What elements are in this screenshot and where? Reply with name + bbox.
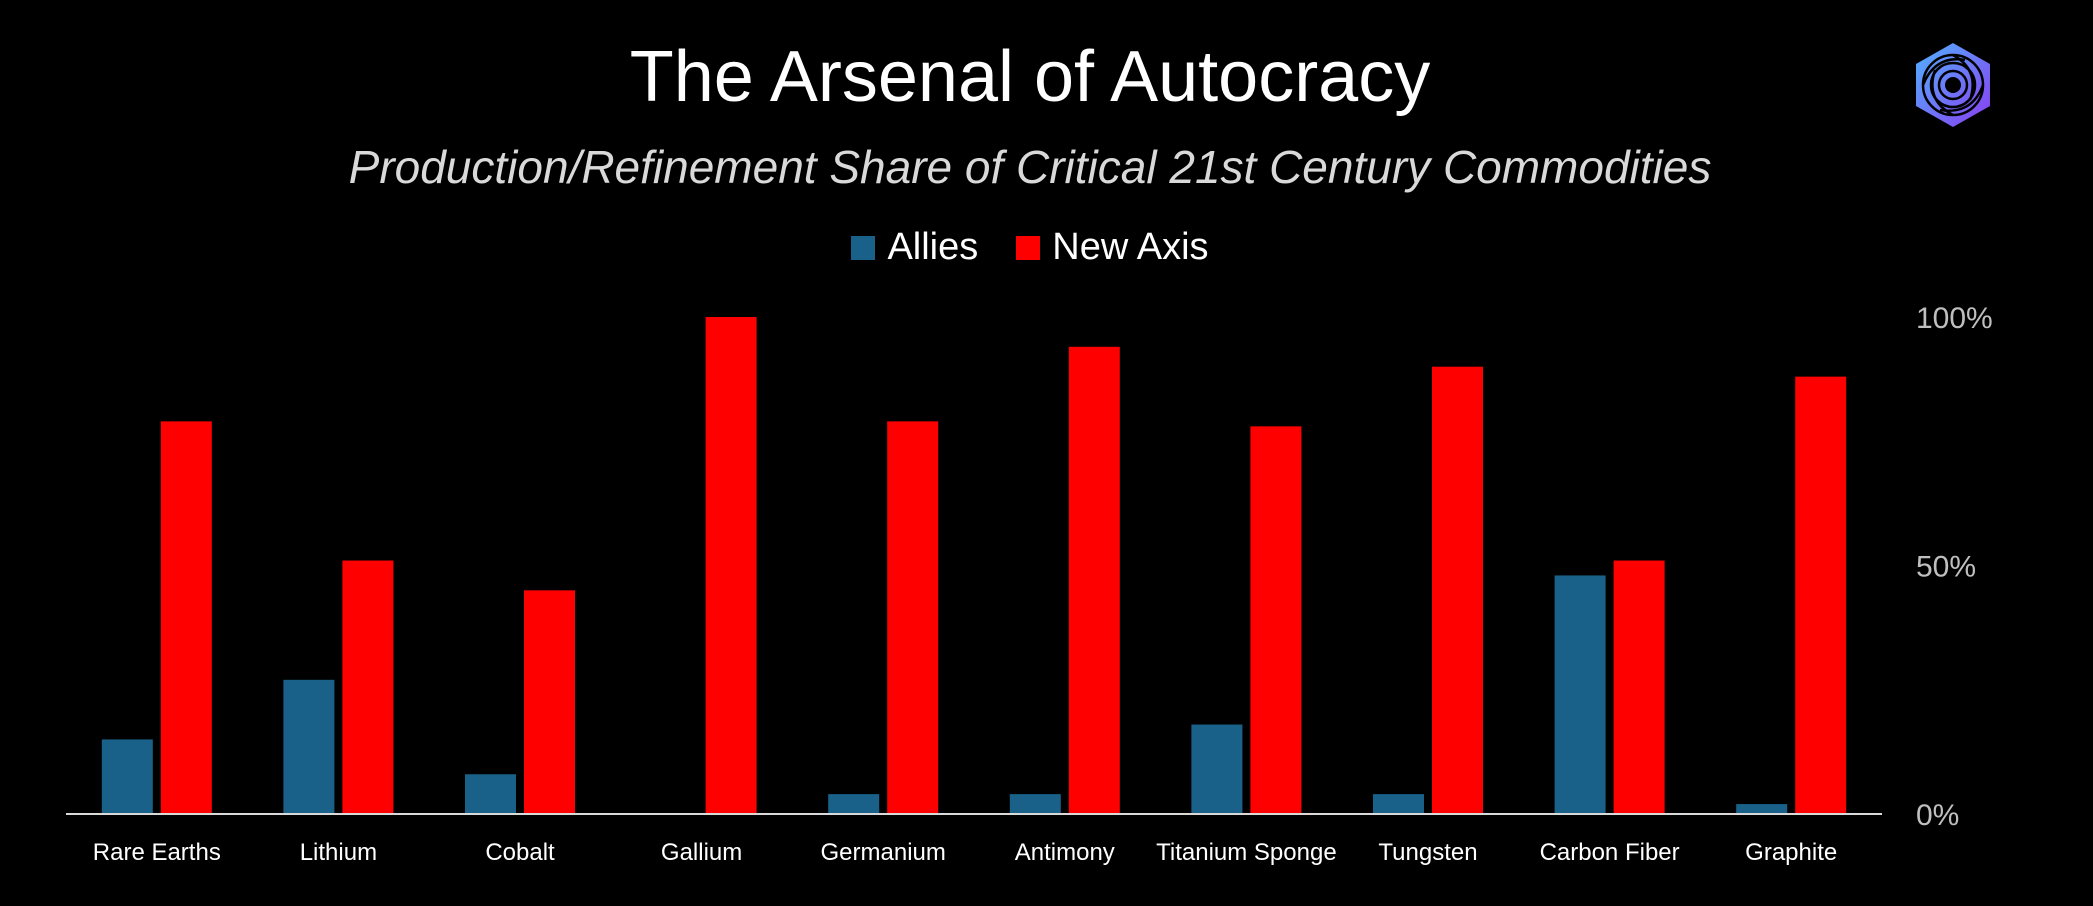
bar-allies-titanium-sponge — [1191, 724, 1243, 814]
x-tick-label: Gallium — [661, 839, 742, 866]
x-tick-label: Cobalt — [485, 839, 555, 866]
x-tick-label: Titanium Sponge — [1156, 839, 1337, 866]
chart-legend: Allies New Axis — [0, 226, 2060, 269]
chart-title: The Arsenal of Autocracy — [629, 37, 1431, 117]
hexagon-spiral-logo-icon — [1910, 40, 1996, 130]
bar-new-axis-antimony — [1068, 346, 1120, 814]
legend-label-new-axis: New Axis — [1052, 226, 1209, 268]
y-tick-label: 0% — [1916, 799, 1959, 832]
bar-new-axis-carbon-fiber — [1613, 560, 1665, 814]
x-tick-label: Antimony — [1015, 839, 1115, 866]
bar-new-axis-gallium — [705, 317, 757, 814]
x-tick-label: Tungsten — [1378, 839, 1477, 866]
x-tick-label: Carbon Fiber — [1540, 839, 1680, 866]
y-tick-label: 100% — [1916, 302, 1993, 335]
x-tick-label: Rare Earths — [93, 839, 221, 866]
legend-swatch-allies — [851, 235, 876, 260]
chart-subtitle: Production/Refinement Share of Critical … — [348, 141, 1712, 193]
x-tick-label: Germanium — [821, 839, 946, 866]
legend-label-allies: Allies — [887, 226, 979, 268]
bar-allies-cobalt — [465, 774, 516, 814]
bar-new-axis-rare-earths — [160, 421, 212, 814]
bar-allies-rare-earths — [101, 739, 153, 814]
legend-item-new-axis: New Axis — [1016, 226, 1209, 269]
bar-allies-tungsten — [1373, 794, 1424, 814]
legend-swatch-new-axis — [1016, 235, 1041, 260]
y-tick-label: 50% — [1916, 551, 1976, 584]
bar-new-axis-titanium-sponge — [1250, 426, 1302, 814]
bar-new-axis-graphite — [1795, 376, 1847, 814]
bar-allies-carbon-fiber — [1554, 575, 1606, 814]
bar-allies-graphite — [1736, 804, 1788, 814]
bar-allies-lithium — [283, 679, 335, 814]
x-tick-label: Lithium — [300, 839, 377, 866]
legend-item-allies: Allies — [851, 226, 978, 269]
bar-allies-germanium — [828, 794, 880, 814]
bar-new-axis-tungsten — [1432, 366, 1483, 814]
bar-allies-antimony — [1009, 794, 1061, 814]
bar-new-axis-germanium — [887, 421, 939, 814]
x-tick-label: Graphite — [1745, 839, 1837, 866]
bar-new-axis-lithium — [342, 560, 394, 814]
bar-new-axis-cobalt — [524, 590, 575, 814]
